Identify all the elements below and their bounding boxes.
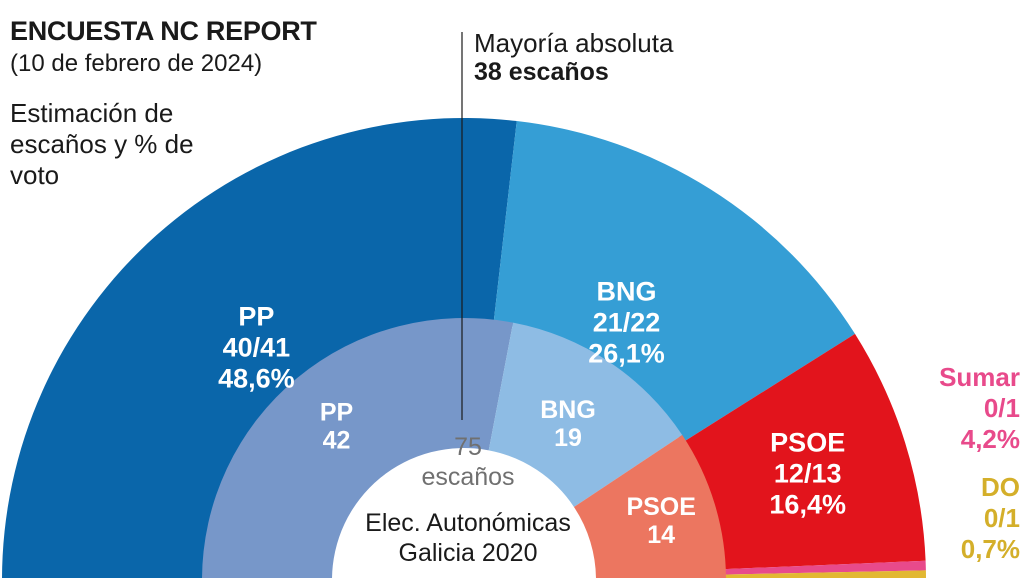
sumar-name: Sumar bbox=[939, 362, 1020, 392]
center-caption-line1: Elec. Autonómicas bbox=[365, 509, 571, 537]
outer-label-bng: BNG 21/22 26,1% bbox=[588, 276, 665, 368]
inner-label-pp-line: PP bbox=[320, 399, 353, 427]
outer-ring-2024 bbox=[2, 117, 926, 578]
outer-label-bng-line: 21/22 bbox=[593, 307, 661, 337]
inner-label-psoe: PSOE 14 bbox=[626, 493, 695, 549]
outer-label-psoe-line: PSOE bbox=[770, 428, 845, 458]
center-total-number: 75 bbox=[454, 433, 482, 461]
inner-slice-psoe bbox=[573, 435, 726, 578]
outer-slice-psoe bbox=[682, 333, 926, 570]
sumar-seats: 0/1 bbox=[983, 393, 1020, 423]
do-side-label: DO 0/1 0,7% bbox=[961, 472, 1020, 565]
inner-label-pp-line: 42 bbox=[323, 427, 351, 455]
outer-label-pp-line: 48,6% bbox=[218, 364, 295, 394]
inner-label-psoe-line: PSOE bbox=[626, 493, 695, 521]
slice-labels: PP 40/41 48,6%BNG 21/22 26,1%PSOE 12/13 16,4%P… bbox=[218, 276, 846, 549]
outer-slice-do bbox=[721, 570, 926, 578]
inner-label-pp: PP 42 bbox=[320, 399, 353, 455]
outer-label-bng-line: BNG bbox=[597, 276, 657, 306]
outer-label-bng-line: 26,1% bbox=[588, 338, 665, 368]
inner-label-bng: BNG 19 bbox=[540, 396, 596, 452]
outer-slice-bng bbox=[493, 121, 855, 443]
chart-title: ENCUESTA NC REPORT bbox=[10, 16, 317, 46]
outer-slice-sumar bbox=[721, 560, 926, 575]
majority-label: Mayoría absoluta bbox=[474, 28, 674, 58]
chart-description: Estimación de escaños y % de voto bbox=[10, 98, 194, 190]
center-caption-line2: Galicia 2020 bbox=[398, 539, 538, 567]
sumar-pct: 4,2% bbox=[960, 424, 1020, 454]
outer-label-pp-line: 40/41 bbox=[223, 333, 291, 363]
inner-label-psoe-line: 14 bbox=[647, 521, 675, 549]
sumar-side-label: Sumar 0/1 4,2% bbox=[939, 362, 1020, 455]
outer-label-psoe: PSOE 12/13 16,4% bbox=[769, 428, 846, 520]
majority-value: 38 escaños bbox=[474, 58, 609, 86]
do-seats: 0/1 bbox=[983, 503, 1020, 533]
outer-label-psoe-line: 16,4% bbox=[769, 490, 846, 520]
outer-label-pp: PP 40/41 48,6% bbox=[218, 302, 295, 394]
inner-slice-pp bbox=[202, 318, 514, 578]
do-name: DO bbox=[981, 472, 1020, 502]
chart-subtitle: (10 de febrero de 2024) bbox=[10, 50, 263, 77]
center-total-seats: 75 escaños bbox=[388, 432, 548, 492]
inner-ring-2020 bbox=[202, 318, 726, 578]
outer-slice-pp bbox=[2, 117, 517, 578]
center-total-unit: escaños bbox=[421, 463, 515, 491]
center-caption: Elec. Autonómicas Galicia 2020 bbox=[318, 508, 618, 568]
inner-label-bng-line: 19 bbox=[554, 424, 582, 452]
inner-slice-bng bbox=[488, 322, 683, 507]
outer-label-psoe-line: 12/13 bbox=[774, 459, 842, 489]
do-pct: 0,7% bbox=[960, 534, 1020, 564]
inner-label-bng-line: BNG bbox=[540, 396, 596, 424]
outer-label-pp-line: PP bbox=[238, 302, 274, 332]
